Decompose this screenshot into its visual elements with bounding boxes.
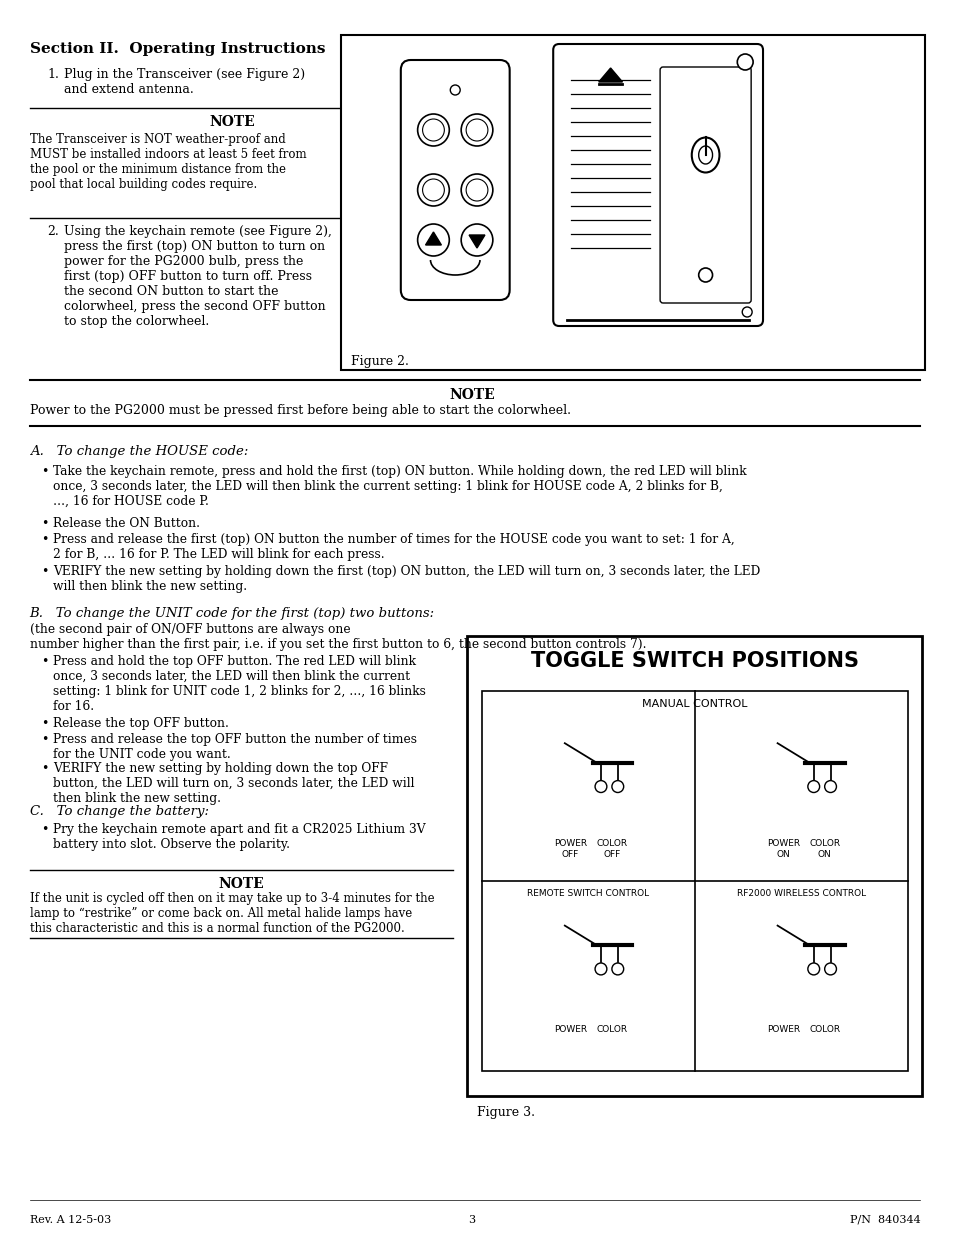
FancyBboxPatch shape xyxy=(400,61,509,300)
Text: Press and hold the top OFF button. The red LED will blink
once, 3 seconds later,: Press and hold the top OFF button. The r… xyxy=(53,655,426,713)
Text: Take the keychain remote, press and hold the first (top) ON button. While holdin: Take the keychain remote, press and hold… xyxy=(53,466,746,508)
Circle shape xyxy=(460,174,493,206)
Polygon shape xyxy=(598,68,622,82)
Text: Release the top OFF button.: Release the top OFF button. xyxy=(53,718,229,730)
Text: •: • xyxy=(42,655,49,668)
Text: P/N  840344: P/N 840344 xyxy=(849,1215,920,1225)
Text: 1.: 1. xyxy=(48,68,59,82)
Circle shape xyxy=(611,963,623,974)
Text: Rev. A 12-5-03: Rev. A 12-5-03 xyxy=(30,1215,111,1225)
Text: •: • xyxy=(42,534,49,546)
Text: •: • xyxy=(42,734,49,746)
Text: COLOR: COLOR xyxy=(596,1025,627,1035)
Circle shape xyxy=(737,54,752,70)
Text: TOGGLE SWITCH POSITIONS: TOGGLE SWITCH POSITIONS xyxy=(530,651,858,671)
Text: Release the ON Button.: Release the ON Button. xyxy=(53,517,200,530)
Circle shape xyxy=(595,963,606,974)
Text: Press and release the top OFF button the number of times
for the UNIT code you w: Press and release the top OFF button the… xyxy=(53,734,417,761)
Text: REMOTE SWITCH CONTROL: REMOTE SWITCH CONTROL xyxy=(527,889,649,898)
Text: Using the keychain remote (see Figure 2),
press the first (top) ON button to tur: Using the keychain remote (see Figure 2)… xyxy=(64,225,332,329)
FancyBboxPatch shape xyxy=(481,692,906,1071)
Text: POWER
OFF: POWER OFF xyxy=(554,840,586,858)
Text: C.   To change the battery:: C. To change the battery: xyxy=(30,805,209,818)
Text: MANUAL CONTROL: MANUAL CONTROL xyxy=(641,699,747,709)
Circle shape xyxy=(698,268,712,282)
Text: •: • xyxy=(42,564,49,578)
Text: Section II.  Operating Instructions: Section II. Operating Instructions xyxy=(30,42,325,56)
Polygon shape xyxy=(425,232,441,245)
Text: Plug in the Transceiver (see Figure 2)
and extend antenna.: Plug in the Transceiver (see Figure 2) a… xyxy=(64,68,305,96)
Text: •: • xyxy=(42,823,49,836)
Text: A.   To change the HOUSE code:: A. To change the HOUSE code: xyxy=(30,445,248,458)
Text: RF2000 WIRELESS CONTROL: RF2000 WIRELESS CONTROL xyxy=(736,889,864,898)
Text: NOTE: NOTE xyxy=(449,388,495,403)
Text: •: • xyxy=(42,517,49,530)
Circle shape xyxy=(823,963,836,974)
Circle shape xyxy=(466,119,487,141)
Circle shape xyxy=(422,179,444,201)
Text: NOTE: NOTE xyxy=(210,115,255,128)
Circle shape xyxy=(422,119,444,141)
Text: VERIFY the new setting by holding down the top OFF
button, the LED will turn on,: VERIFY the new setting by holding down t… xyxy=(53,762,415,805)
FancyBboxPatch shape xyxy=(659,67,750,303)
Text: COLOR
OFF: COLOR OFF xyxy=(596,840,627,858)
Text: Pry the keychain remote apart and fit a CR2025 Lithium 3V
battery into slot. Obs: Pry the keychain remote apart and fit a … xyxy=(53,823,426,851)
Polygon shape xyxy=(469,235,484,248)
Text: NOTE: NOTE xyxy=(218,877,264,890)
FancyBboxPatch shape xyxy=(553,44,762,326)
Circle shape xyxy=(417,174,449,206)
Circle shape xyxy=(741,308,751,317)
Circle shape xyxy=(460,224,493,256)
Circle shape xyxy=(466,179,487,201)
Text: POWER: POWER xyxy=(766,1025,799,1035)
Text: COLOR
ON: COLOR ON xyxy=(808,840,840,858)
FancyBboxPatch shape xyxy=(467,636,922,1095)
Text: COLOR: COLOR xyxy=(808,1025,840,1035)
Circle shape xyxy=(460,114,493,146)
Text: Press and release the first (top) ON button the number of times for the HOUSE co: Press and release the first (top) ON but… xyxy=(53,534,735,561)
Text: POWER: POWER xyxy=(554,1025,586,1035)
Text: 3: 3 xyxy=(468,1215,476,1225)
Circle shape xyxy=(450,85,459,95)
Text: If the unit is cycled off then on it may take up to 3-4 minutes for the
lamp to : If the unit is cycled off then on it may… xyxy=(30,892,434,935)
Text: •: • xyxy=(42,762,49,776)
Text: Power to the PG2000 must be pressed first before being able to start the colorwh: Power to the PG2000 must be pressed firs… xyxy=(30,404,570,417)
FancyBboxPatch shape xyxy=(341,35,924,370)
Circle shape xyxy=(595,781,606,793)
Text: Figure 2.: Figure 2. xyxy=(351,354,409,368)
Text: 2.: 2. xyxy=(48,225,59,238)
Circle shape xyxy=(611,781,623,793)
Text: B.   To change the UNIT code for the first (top) two buttons:: B. To change the UNIT code for the first… xyxy=(30,606,435,620)
Text: Figure 3.: Figure 3. xyxy=(476,1107,535,1119)
Text: •: • xyxy=(42,718,49,730)
Text: (the second pair of ON/OFF buttons are always one
number higher than the first p: (the second pair of ON/OFF buttons are a… xyxy=(30,622,645,651)
Circle shape xyxy=(417,114,449,146)
Text: The Transceiver is NOT weather-proof and
MUST be installed indoors at least 5 fe: The Transceiver is NOT weather-proof and… xyxy=(30,133,306,191)
Circle shape xyxy=(807,963,819,974)
Circle shape xyxy=(417,224,449,256)
Text: VERIFY the new setting by holding down the first (top) ON button, the LED will t: VERIFY the new setting by holding down t… xyxy=(53,564,760,593)
Circle shape xyxy=(823,781,836,793)
Circle shape xyxy=(807,781,819,793)
Text: •: • xyxy=(42,466,49,478)
Text: POWER
ON: POWER ON xyxy=(766,840,799,858)
